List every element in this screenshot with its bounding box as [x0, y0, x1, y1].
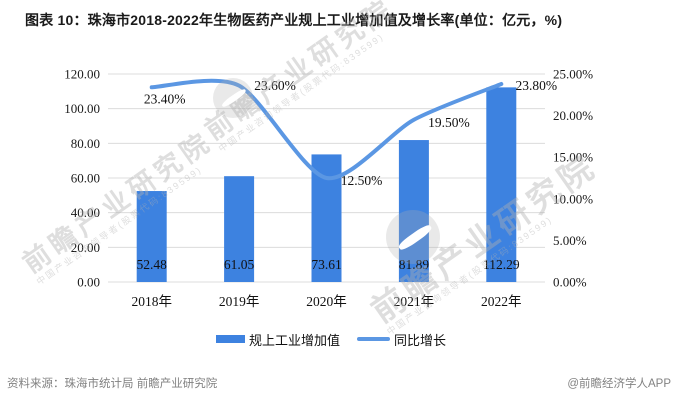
line-value-label: 23.60% — [254, 78, 296, 93]
bar-2021年 — [398, 140, 429, 282]
bar-value-label: 112.29 — [483, 257, 520, 272]
right-axis-tick: 15.00% — [553, 150, 593, 165]
bar-value-label: 81.89 — [399, 257, 430, 272]
chart-canvas: 0.00 20.00 40.00 60.00 80.00 100.00 120.00 0.00… — [64, 67, 593, 310]
chart-title: 图表 10：珠海市2018-2022年生物医药产业规上工业增加值及增长率(单位：… — [25, 12, 563, 28]
line-swatch — [357, 337, 390, 341]
left-axis-tick: 0.00 — [77, 275, 100, 290]
bar-2022年 — [486, 87, 517, 282]
bar-2019年 — [224, 176, 255, 282]
line-value-label: 12.50% — [341, 173, 383, 188]
bar-swatch — [215, 335, 245, 343]
left-axis-tick: 60.00 — [71, 171, 100, 186]
footer: 资料来源：珠海市统计局 前瞻产业研究院 @前瞻经济学人APP — [0, 372, 677, 392]
right-axis-tick: 0.00% — [553, 275, 587, 290]
left-axis-tick: 40.00 — [71, 205, 100, 220]
category-label: 2020年 — [306, 294, 347, 309]
category-label: 2018年 — [131, 294, 172, 309]
category-label: 2021年 — [394, 294, 435, 309]
line-value-label: 19.50% — [428, 115, 470, 130]
right-axis-tick: 10.00% — [553, 191, 593, 206]
left-axis-tick: 100.00 — [64, 101, 100, 116]
growth-line — [149, 78, 504, 181]
bar-value-label: 52.48 — [137, 257, 168, 272]
bar-2018年 — [136, 191, 167, 282]
legend-item-line: 同比增长 — [357, 330, 446, 349]
line-value-label: 23.80% — [515, 78, 557, 93]
right-axis-tick: 5.00% — [553, 233, 587, 248]
left-axis-tick: 80.00 — [71, 136, 100, 151]
legend-label: 规上工业增加值 — [248, 332, 340, 348]
right-axis-tick: 25.00% — [553, 67, 593, 82]
credit: @前瞻经济学人APP — [567, 378, 671, 390]
legend-label: 同比增长 — [394, 332, 447, 348]
category-label: 2019年 — [219, 294, 260, 309]
bar-value-label: 61.05 — [224, 257, 255, 272]
left-axis-tick: 120.00 — [64, 67, 100, 82]
legend-item-bar: 规上工业增加值 — [215, 330, 340, 349]
category-label: 2022年 — [481, 294, 522, 309]
line-value-label: 23.40% — [144, 91, 186, 106]
left-axis-tick: 20.00 — [71, 240, 100, 255]
data-source: 资料来源：珠海市统计局 前瞻产业研究院 — [7, 378, 218, 390]
right-axis-tick: 20.00% — [553, 108, 593, 123]
legend: 规上工业增加值 同比增长 — [0, 330, 662, 348]
bar-value-label: 73.61 — [311, 257, 341, 272]
